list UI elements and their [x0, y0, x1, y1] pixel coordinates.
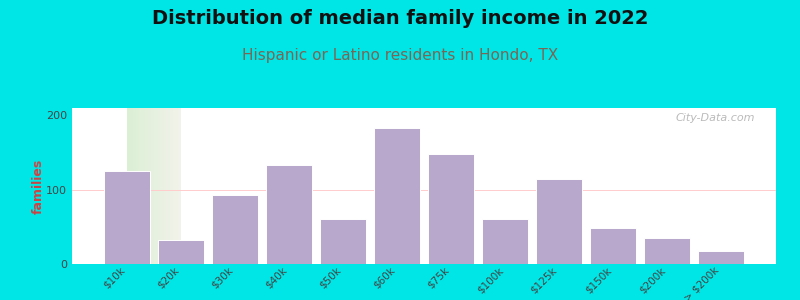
Bar [212, 195, 258, 264]
Text: City-Data.com: City-Data.com [675, 113, 755, 123]
Bar [320, 219, 366, 264]
Y-axis label: families: families [32, 158, 45, 214]
Bar [644, 238, 690, 264]
Bar [590, 228, 636, 264]
Text: Hispanic or Latino residents in Hondo, TX: Hispanic or Latino residents in Hondo, T… [242, 48, 558, 63]
Bar [266, 165, 312, 264]
Bar [374, 128, 420, 264]
Text: Distribution of median family income in 2022: Distribution of median family income in … [152, 9, 648, 28]
Bar [158, 240, 204, 264]
Bar [482, 219, 528, 264]
Bar [104, 171, 150, 264]
Bar [698, 250, 744, 264]
Bar [428, 154, 474, 264]
Bar [536, 178, 582, 264]
